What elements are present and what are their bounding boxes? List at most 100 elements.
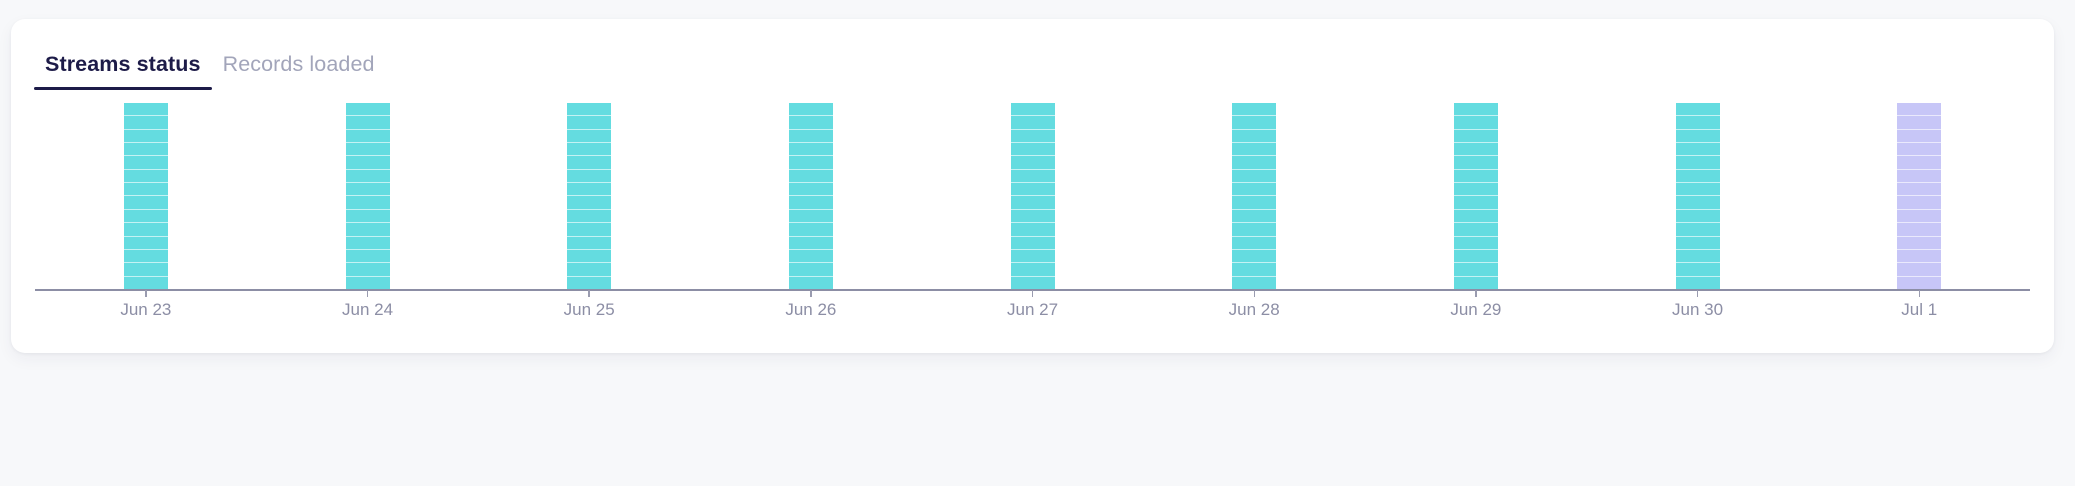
bar-segment[interactable] — [345, 143, 390, 157]
bar-segment[interactable] — [1897, 129, 1942, 144]
bar-segment[interactable] — [788, 169, 833, 184]
bar-segment[interactable] — [567, 263, 612, 277]
bar-segment[interactable] — [788, 209, 833, 224]
bar-segment[interactable] — [1010, 143, 1055, 157]
bar-segment[interactable] — [567, 169, 612, 184]
bar-segment[interactable] — [1010, 129, 1055, 144]
bar-segment[interactable] — [123, 209, 168, 224]
bar-segment[interactable] — [567, 276, 612, 289]
bar-segment[interactable] — [1897, 209, 1942, 224]
bar-segment[interactable] — [1897, 249, 1942, 264]
bar-segment[interactable] — [345, 236, 390, 250]
bar-segment[interactable] — [1232, 143, 1277, 157]
bar-segment[interactable] — [1453, 169, 1498, 184]
bar-segment[interactable] — [1675, 209, 1720, 224]
bar-segment[interactable] — [1453, 156, 1498, 170]
bar-segment[interactable] — [345, 183, 390, 197]
bar-segment[interactable] — [1010, 196, 1055, 210]
chart-bar[interactable] — [788, 103, 833, 289]
bar-segment[interactable] — [1232, 223, 1277, 237]
bar-segment[interactable] — [567, 209, 612, 224]
bar-segment[interactable] — [1675, 183, 1720, 197]
bar-segment[interactable] — [1010, 249, 1055, 264]
bar-segment[interactable] — [1010, 223, 1055, 237]
bar-segment[interactable] — [1453, 183, 1498, 197]
bar-segment[interactable] — [1453, 236, 1498, 250]
bar-segment[interactable] — [1675, 156, 1720, 170]
bar-segment[interactable] — [1453, 223, 1498, 237]
tab-streams-status[interactable]: Streams status — [34, 51, 212, 90]
bar-segment[interactable] — [345, 116, 390, 130]
bar-segment[interactable] — [567, 236, 612, 250]
tab-records-loaded[interactable]: Records loaded — [212, 51, 386, 90]
bar-segment[interactable] — [1675, 236, 1720, 250]
bar-segment[interactable] — [1010, 209, 1055, 224]
bar-segment[interactable] — [345, 196, 390, 210]
bar-segment[interactable] — [1675, 143, 1720, 157]
bar-segment[interactable] — [1675, 263, 1720, 277]
bar-segment[interactable] — [1675, 276, 1720, 289]
bar-segment[interactable] — [567, 116, 612, 130]
bar-segment[interactable] — [567, 249, 612, 264]
bar-segment[interactable] — [1897, 143, 1942, 157]
bar-segment[interactable] — [1453, 103, 1498, 117]
bar-segment[interactable] — [1453, 276, 1498, 289]
bar-segment[interactable] — [123, 169, 168, 184]
bar-segment[interactable] — [345, 129, 390, 144]
bar-segment[interactable] — [1453, 116, 1498, 130]
bar-segment[interactable] — [788, 156, 833, 170]
bar-segment[interactable] — [345, 263, 390, 277]
bar-segment[interactable] — [1897, 183, 1942, 197]
chart-bar[interactable] — [345, 103, 390, 289]
bar-segment[interactable] — [567, 143, 612, 157]
bar-segment[interactable] — [1453, 249, 1498, 264]
bar-segment[interactable] — [1010, 236, 1055, 250]
bar-segment[interactable] — [1897, 236, 1942, 250]
bar-segment[interactable] — [123, 276, 168, 289]
bar-segment[interactable] — [788, 263, 833, 277]
bar-segment[interactable] — [567, 129, 612, 144]
bar-segment[interactable] — [1232, 209, 1277, 224]
bar-segment[interactable] — [567, 103, 612, 117]
bar-segment[interactable] — [345, 223, 390, 237]
bar-segment[interactable] — [1453, 196, 1498, 210]
bar-segment[interactable] — [1675, 196, 1720, 210]
bar-segment[interactable] — [1453, 129, 1498, 144]
bar-segment[interactable] — [788, 249, 833, 264]
bar-segment[interactable] — [345, 156, 390, 170]
bar-segment[interactable] — [1897, 156, 1942, 170]
chart-bar[interactable] — [1675, 103, 1720, 289]
bar-segment[interactable] — [1897, 276, 1942, 289]
bar-segment[interactable] — [1010, 183, 1055, 197]
bar-segment[interactable] — [123, 156, 168, 170]
bar-segment[interactable] — [1010, 169, 1055, 184]
bar-segment[interactable] — [788, 129, 833, 144]
bar-segment[interactable] — [1897, 263, 1942, 277]
bar-segment[interactable] — [567, 223, 612, 237]
bar-segment[interactable] — [1010, 156, 1055, 170]
bar-segment[interactable] — [123, 116, 168, 130]
bar-segment[interactable] — [788, 196, 833, 210]
bar-segment[interactable] — [788, 223, 833, 237]
bar-segment[interactable] — [788, 116, 833, 130]
chart-bar[interactable] — [1010, 103, 1055, 289]
bar-segment[interactable] — [1232, 169, 1277, 184]
bar-segment[interactable] — [1232, 103, 1277, 117]
bar-segment[interactable] — [788, 236, 833, 250]
bar-segment[interactable] — [1675, 249, 1720, 264]
bar-segment[interactable] — [1010, 276, 1055, 289]
chart-bar[interactable] — [123, 103, 168, 289]
bar-segment[interactable] — [567, 156, 612, 170]
bar-segment[interactable] — [1232, 249, 1277, 264]
bar-segment[interactable] — [1675, 223, 1720, 237]
bar-segment[interactable] — [1897, 223, 1942, 237]
bar-segment[interactable] — [1675, 129, 1720, 144]
chart-bar[interactable] — [1453, 103, 1498, 289]
bar-segment[interactable] — [567, 183, 612, 197]
bar-segment[interactable] — [1232, 156, 1277, 170]
bar-segment[interactable] — [788, 276, 833, 289]
bar-segment[interactable] — [1010, 103, 1055, 117]
bar-segment[interactable] — [1453, 263, 1498, 277]
bar-segment[interactable] — [1897, 103, 1942, 117]
bar-segment[interactable] — [123, 183, 168, 197]
